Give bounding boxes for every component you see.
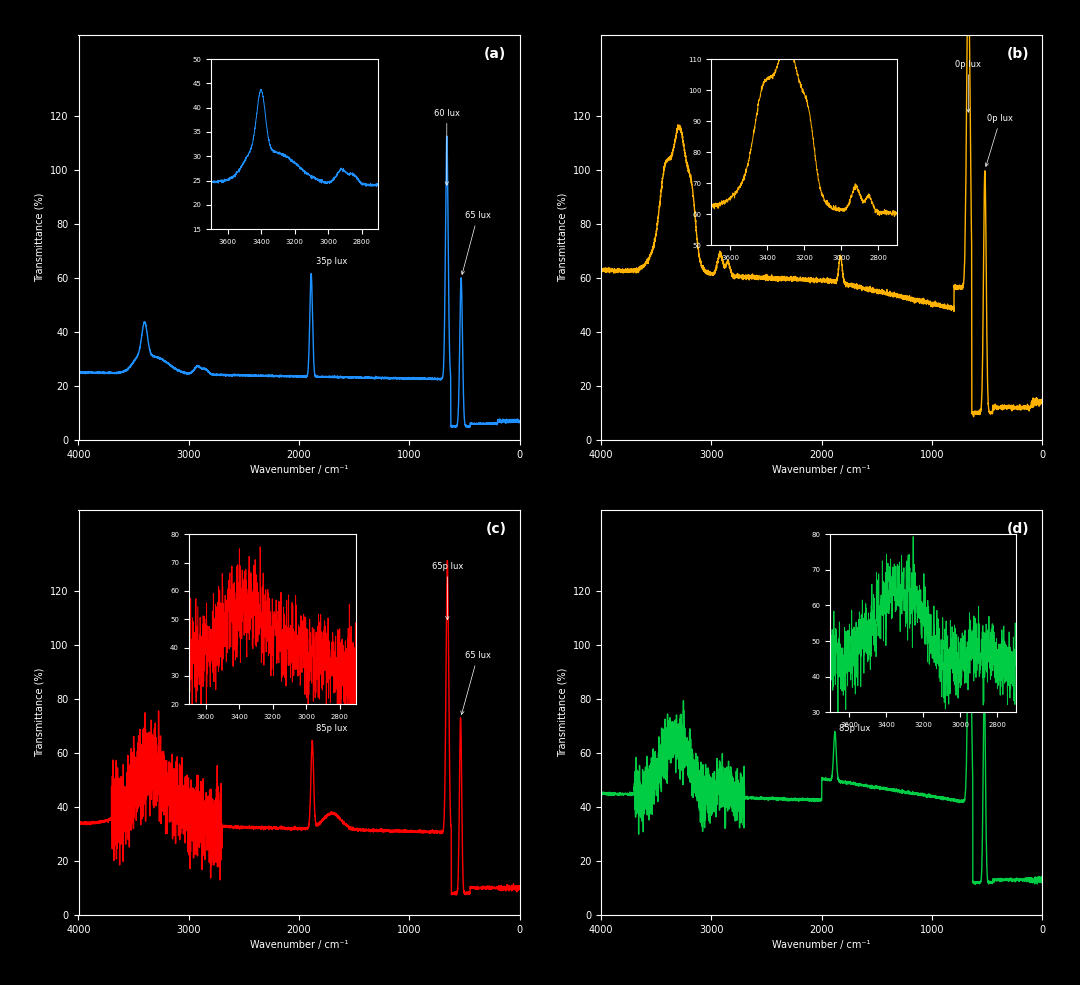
Y-axis label: Transmittance (%): Transmittance (%) <box>557 668 567 757</box>
Text: 60 lux: 60 lux <box>434 108 460 185</box>
Text: 65 lux: 65 lux <box>461 651 490 714</box>
Y-axis label: Transmittance (%): Transmittance (%) <box>557 193 567 282</box>
Text: 65 lux: 65 lux <box>461 212 490 275</box>
Y-axis label: Transmittance (%): Transmittance (%) <box>35 668 44 757</box>
Text: 0p lux: 0p lux <box>956 60 982 112</box>
Text: 65p lux: 65p lux <box>432 562 463 620</box>
Text: 35p lux: 35p lux <box>316 257 348 266</box>
X-axis label: Wavenumber / cm⁻¹: Wavenumber / cm⁻¹ <box>772 941 870 951</box>
Y-axis label: Transmittance (%): Transmittance (%) <box>35 193 44 282</box>
X-axis label: Wavenumber / cm⁻¹: Wavenumber / cm⁻¹ <box>772 465 870 475</box>
Text: 65 lux: 65 lux <box>957 570 983 623</box>
Text: (c): (c) <box>485 522 507 536</box>
X-axis label: Wavenumber / cm⁻¹: Wavenumber / cm⁻¹ <box>249 465 348 475</box>
Text: 85p lux: 85p lux <box>839 724 870 734</box>
Text: (b): (b) <box>1007 47 1029 61</box>
Text: 65 lux: 65 lux <box>985 617 1013 677</box>
X-axis label: Wavenumber / cm⁻¹: Wavenumber / cm⁻¹ <box>249 941 348 951</box>
Text: (a): (a) <box>484 47 507 61</box>
Text: 85p lux: 85p lux <box>316 724 348 734</box>
Text: (d): (d) <box>1007 522 1029 536</box>
Text: 0p lux: 0p lux <box>985 114 1013 166</box>
Text: 85p0 lux: 85p0 lux <box>836 223 873 231</box>
